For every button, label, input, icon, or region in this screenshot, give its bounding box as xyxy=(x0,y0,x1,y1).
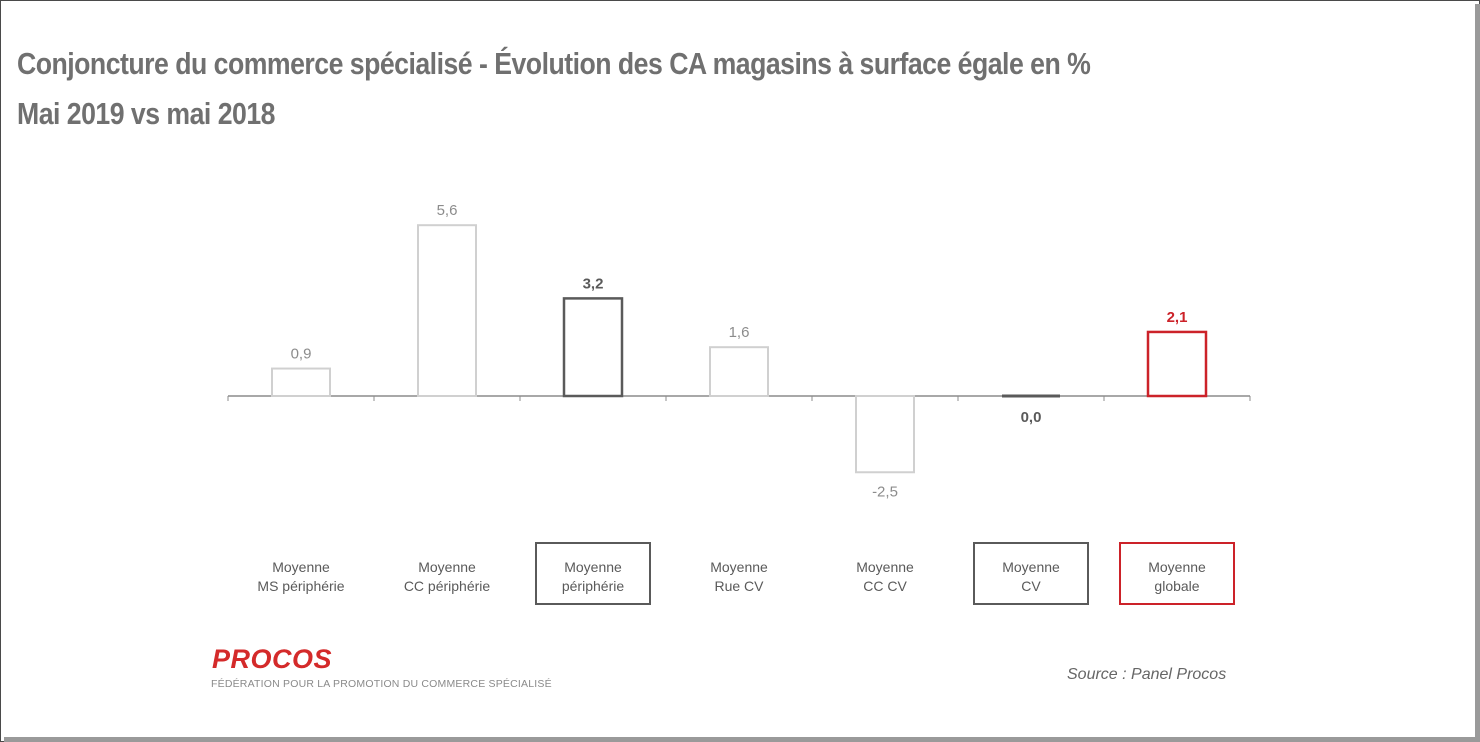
chart-title: Conjoncture du commerce spécialisé - Évo… xyxy=(17,46,1091,81)
category-box xyxy=(973,542,1089,605)
logo-tagline: FÉDÉRATION POUR LA PROMOTION DU COMMERCE… xyxy=(211,678,552,690)
x-tick-label: Moyenne CC périphérie xyxy=(403,559,491,594)
category-box xyxy=(1119,542,1235,605)
x-tick-label: Moyenne périphérie xyxy=(561,559,625,594)
x-tick-label: Moyenne globale xyxy=(1148,559,1206,594)
chart-subtitle: Mai 2019 vs mai 2018 xyxy=(17,96,275,131)
procos-logo: PROCOS xyxy=(212,644,333,674)
x-tick-label: Moyenne MS périphérie xyxy=(257,559,345,594)
source-note: Source : Panel Procos xyxy=(1067,666,1227,683)
data-label: -2,5 xyxy=(872,483,898,500)
data-label: 5,6 xyxy=(437,202,458,219)
data-label: 3,2 xyxy=(583,275,604,292)
x-tick-label: Moyenne CV xyxy=(1002,559,1060,594)
frame-shadow-right xyxy=(1475,4,1480,742)
bar xyxy=(271,367,331,397)
bar xyxy=(562,297,624,398)
x-tick-label: Moyenne Rue CV xyxy=(710,559,768,594)
data-label: 0,0 xyxy=(1021,409,1042,426)
category-box xyxy=(535,542,651,605)
bar xyxy=(417,224,477,397)
data-label: 0,9 xyxy=(291,346,312,363)
bar xyxy=(1146,330,1208,398)
x-tick-label: Moyenne CC CV xyxy=(856,559,914,594)
data-label: 2,1 xyxy=(1167,309,1188,326)
bar xyxy=(855,395,915,474)
data-label: 1,6 xyxy=(729,324,750,341)
bar xyxy=(709,346,769,398)
frame-shadow-bottom xyxy=(4,737,1480,742)
